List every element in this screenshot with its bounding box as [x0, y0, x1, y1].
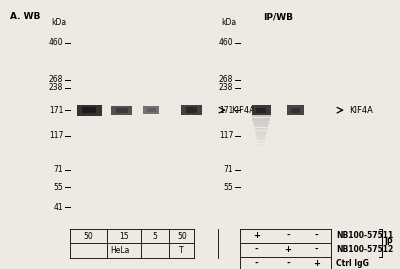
Bar — [292, 108, 300, 113]
Bar — [82, 107, 96, 113]
Text: 460: 460 — [218, 38, 233, 47]
Text: NB100-57511: NB100-57511 — [336, 231, 393, 240]
Text: 268: 268 — [49, 75, 63, 84]
Bar — [111, 105, 132, 115]
Text: 50: 50 — [177, 232, 187, 240]
Text: 268: 268 — [219, 75, 233, 84]
Text: 171: 171 — [49, 106, 63, 115]
Bar — [116, 108, 128, 113]
Bar — [144, 106, 159, 114]
Bar — [253, 121, 269, 124]
Bar — [254, 128, 268, 130]
Bar — [147, 108, 156, 112]
Text: -: - — [286, 231, 290, 240]
Bar — [287, 105, 304, 115]
Text: 55: 55 — [54, 183, 63, 192]
Bar — [256, 134, 266, 137]
Text: Ctrl IgG: Ctrl IgG — [336, 259, 369, 268]
Text: 117: 117 — [49, 132, 63, 140]
Text: -: - — [315, 231, 319, 240]
Bar — [181, 105, 202, 115]
Text: +: + — [253, 231, 260, 240]
Text: -: - — [255, 259, 259, 268]
Text: 238: 238 — [49, 83, 63, 92]
Text: KIF4A: KIF4A — [349, 106, 373, 115]
Text: A. WB: A. WB — [10, 12, 40, 21]
Text: 71: 71 — [54, 165, 63, 174]
Text: 41: 41 — [54, 203, 63, 212]
Bar — [255, 131, 267, 134]
Bar — [252, 115, 271, 118]
Text: IP: IP — [384, 238, 393, 247]
Bar — [256, 108, 266, 113]
Text: 238: 238 — [219, 83, 233, 92]
Text: 117: 117 — [219, 132, 233, 140]
Text: -: - — [286, 259, 290, 268]
Bar — [252, 105, 271, 115]
Text: kDa: kDa — [221, 18, 236, 27]
Text: +: + — [284, 245, 292, 254]
Text: NB100-57512: NB100-57512 — [336, 245, 393, 254]
Text: +: + — [313, 259, 320, 268]
Bar — [77, 105, 102, 116]
Bar — [257, 137, 265, 140]
Text: 71: 71 — [224, 165, 233, 174]
Text: 5: 5 — [153, 232, 158, 240]
Text: -: - — [255, 245, 259, 254]
Text: T: T — [180, 246, 184, 255]
Bar — [252, 118, 270, 121]
Text: 50: 50 — [84, 232, 93, 240]
Text: 460: 460 — [48, 38, 63, 47]
Text: HeLa: HeLa — [110, 246, 129, 255]
Text: 171: 171 — [219, 106, 233, 115]
Text: KIF4A: KIF4A — [231, 106, 255, 115]
Bar — [258, 141, 264, 143]
Bar — [254, 125, 268, 127]
Text: kDa: kDa — [51, 18, 66, 27]
Text: 15: 15 — [119, 232, 129, 240]
Text: -: - — [315, 245, 319, 254]
Text: 55: 55 — [224, 183, 233, 192]
Bar — [186, 108, 197, 113]
Bar — [258, 144, 264, 147]
Text: IP/WB: IP/WB — [263, 12, 293, 21]
